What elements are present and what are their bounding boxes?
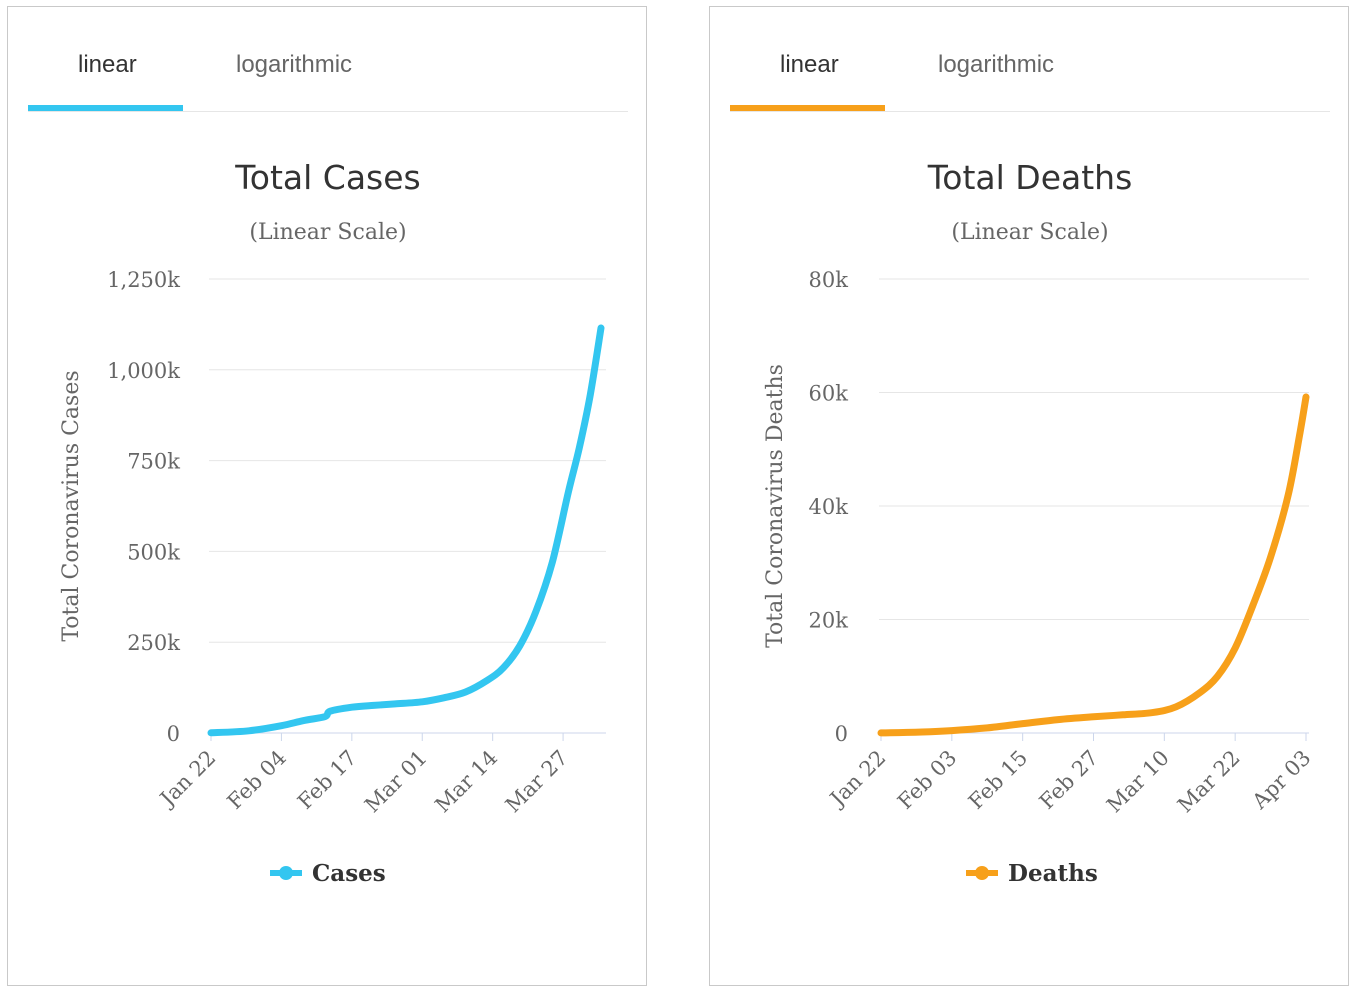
tab-logarithmic[interactable]: logarithmic (236, 51, 353, 78)
x-tick-label: Jan 22 (154, 746, 220, 812)
chart-title: Total Cases (234, 158, 421, 197)
tab-linear[interactable]: linear (780, 51, 839, 78)
x-tick-label: Mar 10 (1102, 746, 1174, 818)
y-tick-label: 1,250k (107, 268, 180, 292)
x-tick-label: Feb 03 (893, 746, 961, 814)
legend-swatch-marker (975, 866, 989, 880)
series-line-deaths (877, 393, 1310, 737)
y-tick-label: 60k (809, 382, 849, 406)
x-tick-label: Feb 17 (293, 746, 361, 814)
chart-subtitle: (Linear Scale) (249, 220, 406, 245)
legend-label: Cases (312, 860, 386, 887)
x-tick-label: Apr 03 (1247, 746, 1316, 815)
x-tick-label: Mar 27 (501, 746, 573, 818)
chart-title: Total Deaths (927, 158, 1133, 197)
active-tab-indicator (730, 105, 885, 111)
deaths-chart: Total Deaths (Linear Scale) 0 20k 40k 60k 80k T… (763, 158, 1316, 887)
y-axis-title: Total Coronavirus Deaths (763, 364, 788, 648)
y-tick-label: 1,000k (107, 359, 180, 383)
cases-panel: linear logarithmic Total Cases (Linear Sc… (7, 6, 647, 986)
y-tick-label: 0 (835, 722, 848, 746)
y-tick-label: 40k (809, 495, 849, 519)
legend-label: Deaths (1008, 860, 1098, 887)
x-tick-label: Feb 27 (1035, 746, 1103, 814)
tab-linear[interactable]: linear (78, 51, 137, 78)
scale-tabs: linear logarithmic (730, 7, 1330, 112)
y-tick-label: 0 (167, 722, 180, 746)
x-tick-label: Mar 22 (1173, 746, 1245, 818)
chart-subtitle: (Linear Scale) (951, 220, 1108, 245)
x-tick-label: Mar 01 (360, 746, 432, 818)
y-tick-label: 500k (127, 540, 180, 564)
active-tab-indicator (28, 105, 183, 111)
scale-tabs: linear logarithmic (28, 7, 628, 112)
y-tick-label: 80k (809, 268, 849, 292)
x-tick-label: Mar 14 (430, 746, 502, 818)
cases-chart: Total Cases (Linear Scale) 0 250k 500k 750k 1,… (59, 158, 606, 887)
y-tick-label: 250k (127, 631, 180, 655)
x-tick-label: Feb 04 (223, 746, 291, 814)
y-tick-label: 750k (127, 450, 180, 474)
tab-logarithmic[interactable]: logarithmic (938, 51, 1055, 78)
y-axis-title: Total Coronavirus Cases (59, 370, 84, 641)
x-tick-label: Feb 15 (964, 746, 1032, 814)
legend-swatch-marker (279, 866, 293, 880)
deaths-panel: linear logarithmic Total Deaths (Linear S… (709, 6, 1349, 986)
y-tick-label: 20k (809, 609, 849, 633)
series-line-cases (207, 324, 605, 737)
x-tick-label: Jan 22 (824, 746, 890, 812)
